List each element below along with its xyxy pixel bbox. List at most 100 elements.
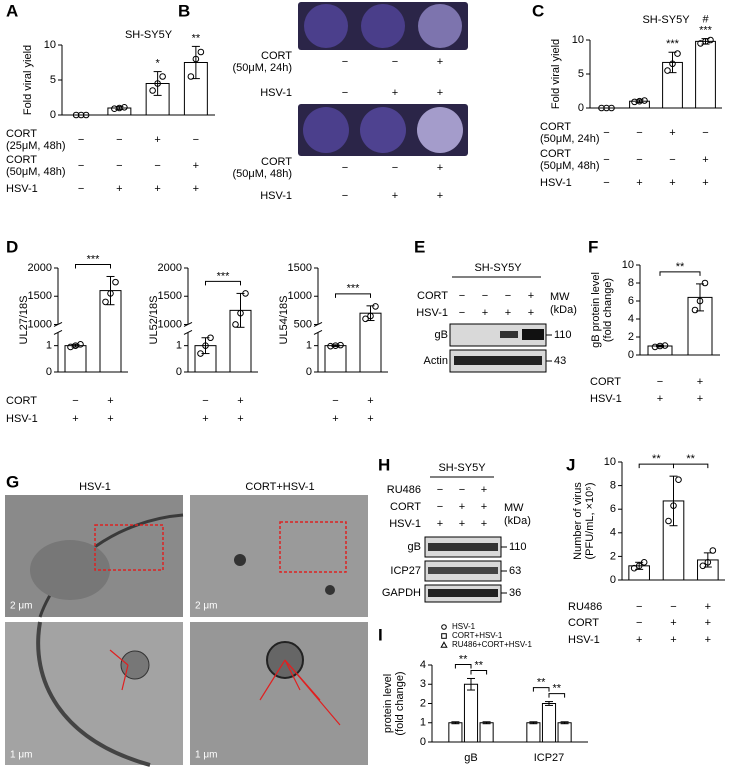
condition-sign: + [72, 413, 78, 425]
data-point [237, 309, 244, 317]
data-point [82, 111, 90, 119]
condition-sign: − [636, 127, 642, 139]
significance: ** [686, 453, 695, 465]
panel-letter: I [378, 625, 383, 644]
condition-sign: + [670, 634, 676, 646]
condition-sign: + [193, 160, 199, 172]
y-axis-label: Fold viral yield [22, 45, 34, 115]
panel-letters: A B C D E F G H I J [6, 1, 598, 644]
mw-value: 110 [554, 329, 572, 341]
blot-title: SH-SY5Y [474, 262, 522, 274]
data-point [372, 303, 379, 310]
y-tick-label: 10 [622, 259, 634, 271]
condition-label: CORT [6, 128, 37, 140]
marker [440, 641, 448, 648]
significance: ** [459, 653, 468, 665]
significance: *** [217, 270, 231, 282]
y-tick-label: 0 [578, 102, 584, 114]
y-tick-label: 0 [628, 349, 634, 361]
bar [479, 722, 494, 743]
condition-sign: − [603, 177, 609, 189]
condition-sign: + [636, 177, 642, 189]
condition-sign: + [437, 56, 443, 68]
mw-label: (kDa) [550, 304, 577, 316]
arrows [259, 659, 341, 726]
condition-sign: + [505, 307, 511, 319]
legend-label: RU486+CORT+HSV-1 [452, 640, 532, 649]
data-point [691, 306, 699, 314]
bracket [205, 280, 241, 286]
bar [324, 345, 347, 373]
data-point [362, 315, 369, 323]
marker [441, 633, 447, 639]
condition-sign: − [342, 190, 348, 202]
condition-sign: − [482, 290, 488, 302]
scale-bar-label: 2 μm [195, 601, 217, 612]
data-point [701, 279, 709, 287]
y-tick-label: 1500 [28, 290, 52, 302]
y-tick-label: 6 [610, 503, 616, 515]
axis-break [53, 322, 63, 335]
condition-sign: − [116, 134, 122, 146]
condition-sign: + [705, 617, 711, 629]
western-blot [449, 323, 547, 373]
data-point [111, 105, 118, 112]
condition-sign: − [154, 160, 160, 172]
mw-label: MW [550, 291, 570, 303]
significance: ** [676, 261, 685, 273]
condition-sign: − [636, 154, 642, 166]
condition-label: (25μM, 48h) [6, 140, 66, 152]
condition-sign: + [697, 393, 703, 405]
y-tick-label: 2 [628, 331, 634, 343]
condition-sign: − [193, 134, 199, 146]
y-tick-label: 1 [46, 340, 52, 352]
y-tick-label: 0 [176, 366, 182, 378]
y-axis-label: UL54/18S [278, 296, 290, 345]
condition-label: HSV-1 [389, 518, 421, 530]
significance: *** [87, 253, 101, 265]
y-tick-label: 4 [628, 313, 634, 325]
bar [463, 683, 479, 743]
band [428, 567, 498, 574]
data-point [661, 342, 669, 349]
panel-letter: H [378, 455, 390, 474]
condition-sign: + [193, 183, 199, 195]
significance: *** [666, 38, 680, 50]
data-point [332, 342, 339, 349]
data-point [327, 342, 334, 350]
em-feature [30, 540, 110, 600]
well [303, 107, 349, 153]
significance: ** [475, 659, 484, 671]
well [361, 4, 405, 48]
y-tick-label: 5 [578, 68, 584, 80]
y-tick-label: 0 [610, 574, 616, 586]
band [500, 331, 518, 338]
significance: ** [192, 32, 201, 44]
y-axis-label: UL27/18S [18, 296, 30, 345]
em-feature [36, 621, 151, 767]
y-axis-label: protein level [382, 674, 394, 733]
condition-sign: − [78, 183, 84, 195]
condition-sign: − [437, 501, 443, 513]
micrographs: HSV-1 CORT+HSV-1 2 μm 2 μm 1 μm 1 μm [5, 481, 368, 767]
data-point [77, 341, 84, 348]
marker [441, 624, 447, 630]
em-image [5, 622, 183, 765]
bar [695, 40, 716, 109]
condition-sign: − [342, 162, 348, 174]
condition-sign: + [107, 413, 113, 425]
condition-sign: − [459, 484, 465, 496]
y-tick-label: 6 [628, 295, 634, 307]
condition-sign: + [705, 634, 711, 646]
bracket [335, 293, 371, 298]
condition-sign: − [437, 484, 443, 496]
condition-sign: − [459, 307, 465, 319]
condition-sign: + [116, 183, 122, 195]
condition-label: HSV-1 [260, 190, 292, 202]
bracket [532, 687, 550, 692]
bar [526, 722, 541, 743]
data-point [699, 562, 707, 570]
y-tick-label: 8 [628, 277, 634, 289]
condition-sign: + [459, 518, 465, 530]
